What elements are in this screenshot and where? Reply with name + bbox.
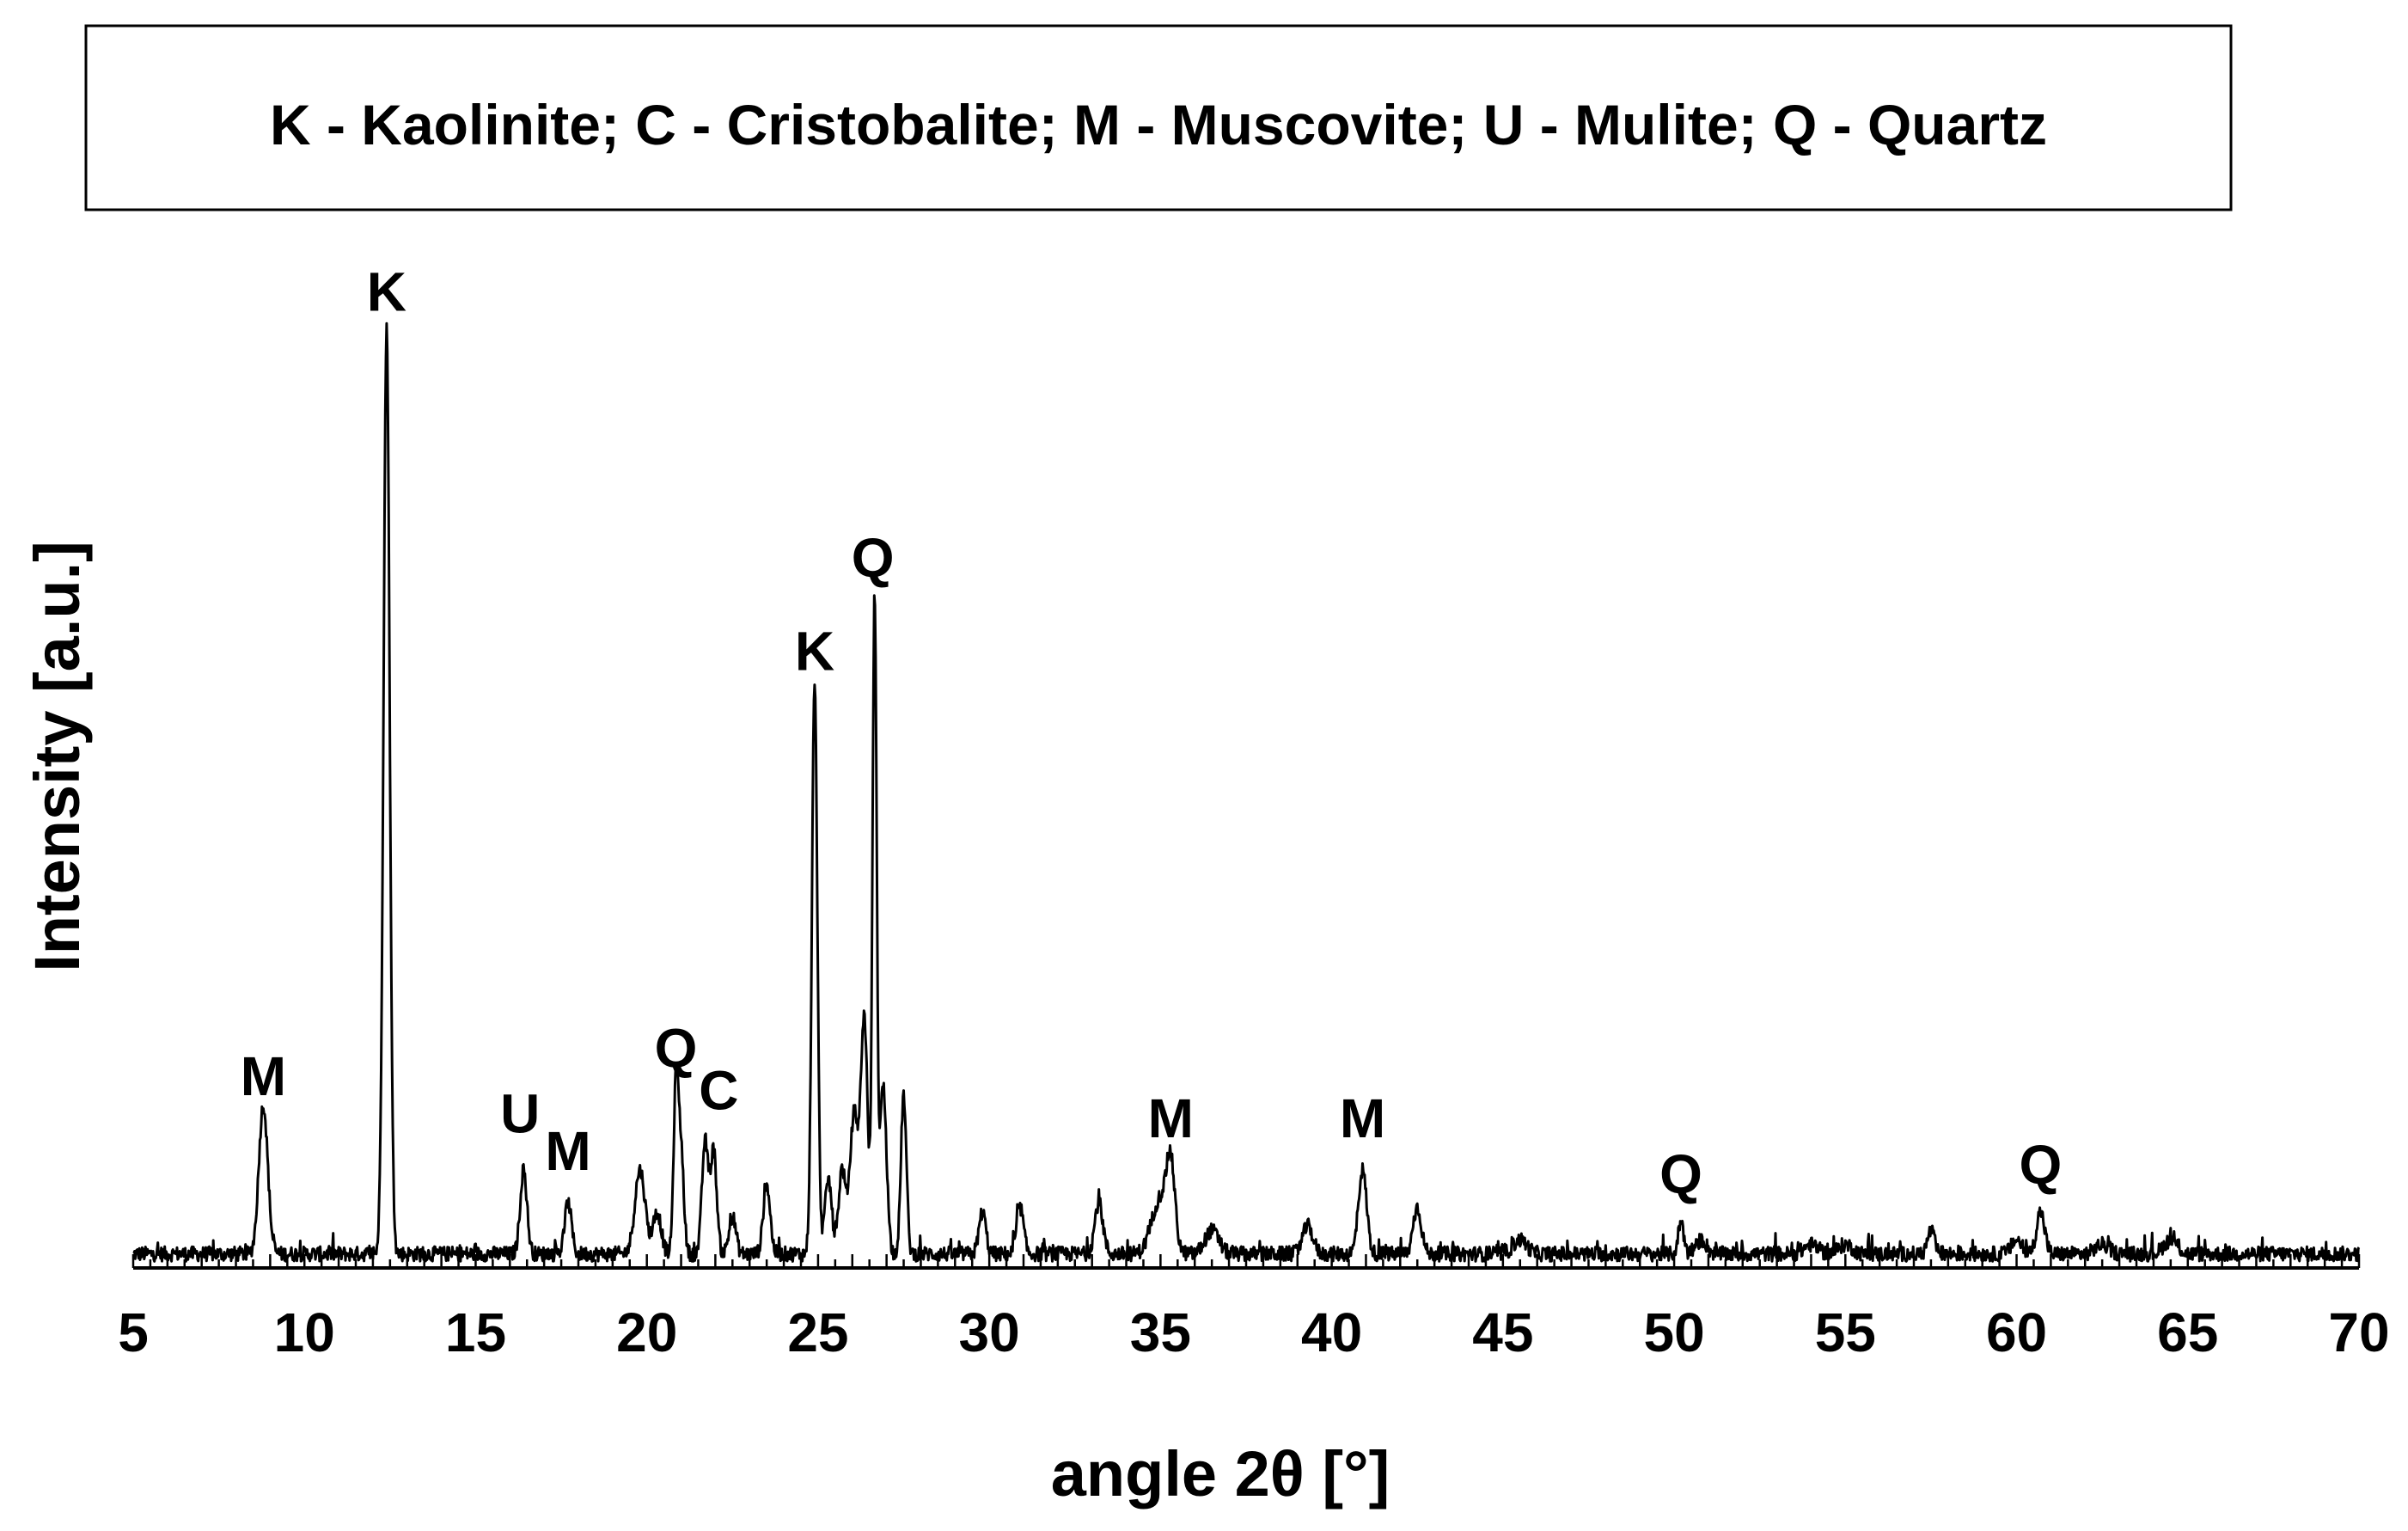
x-axis-label: angle 2θ [°]	[1051, 1438, 1390, 1510]
x-tick-label: 50	[1643, 1301, 1704, 1363]
peak-label: Q	[2020, 1134, 2063, 1196]
x-tick-label: 20	[616, 1301, 677, 1363]
x-tick-label: 35	[1130, 1301, 1191, 1363]
x-tick-label: 25	[787, 1301, 848, 1363]
x-tick-label: 40	[1301, 1301, 1362, 1363]
x-tick-label: 60	[1986, 1301, 2047, 1363]
peak-label: Q	[655, 1017, 698, 1079]
peak-label: Q	[852, 527, 895, 589]
diffraction-series-line	[132, 322, 2361, 1263]
legend-text: K - Kaolinite; C - Cristobalite; M - Mus…	[270, 93, 2047, 156]
peak-label: U	[500, 1082, 540, 1144]
x-axis-ticks	[131, 1254, 2361, 1268]
x-tick-label: 70	[2328, 1301, 2389, 1363]
y-axis-label: Intensity [a.u.]	[21, 541, 93, 972]
legend-box: K - Kaolinite; C - Cristobalite; M - Mus…	[84, 24, 2233, 211]
x-tick-label: 15	[445, 1301, 506, 1363]
x-tick-label: 55	[1815, 1301, 1876, 1363]
x-tick-label: 45	[1472, 1301, 1533, 1363]
peak-label: M	[1148, 1087, 1194, 1149]
x-tick-label: 65	[2157, 1301, 2218, 1363]
peak-label: M	[545, 1120, 590, 1182]
plot-area	[132, 322, 2361, 1270]
peak-label: K	[367, 260, 406, 322]
peak-label: C	[699, 1059, 738, 1121]
peak-label: K	[795, 621, 834, 683]
legend-frame	[84, 24, 2233, 211]
x-tick-label: 30	[959, 1301, 1020, 1363]
peak-label: M	[1340, 1087, 1385, 1149]
x-tick-label: 5	[118, 1301, 149, 1363]
x-axis-tick-labels: 5 10 15 20 25 30 35 40 45 50 55 60 65 70	[118, 1301, 2389, 1363]
peak-label: M	[241, 1045, 286, 1107]
peak-label: Q	[1659, 1143, 1702, 1205]
x-tick-label: 10	[274, 1301, 335, 1363]
